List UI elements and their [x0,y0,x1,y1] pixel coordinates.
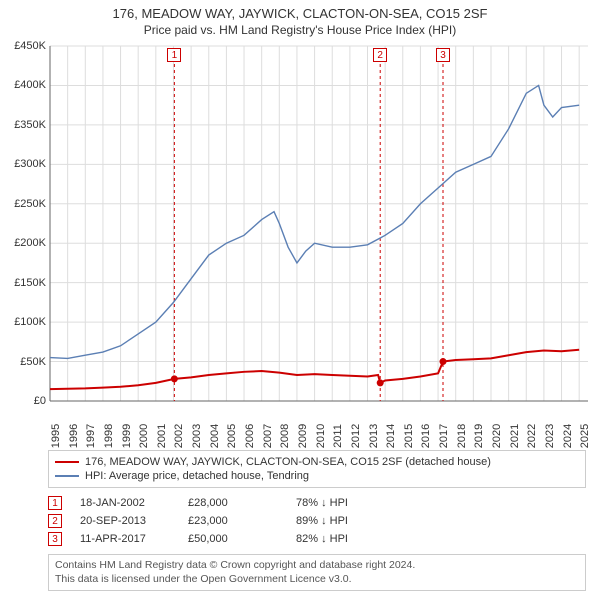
chart-svg [0,41,600,446]
x-axis-tick: 2020 [491,424,503,448]
x-axis-tick: 2013 [368,424,380,448]
y-axis-tick: £400K [14,79,46,91]
event-marker-box: 1 [167,48,181,62]
footer-line: Contains HM Land Registry data © Crown c… [55,559,579,573]
y-axis-tick: £100K [14,316,46,328]
x-axis-tick: 2016 [420,424,432,448]
event-marker: 1 [48,496,62,510]
x-axis-tick: 1997 [85,424,97,448]
x-axis-tick: 2010 [315,424,327,448]
chart-container: 176, MEADOW WAY, JAYWICK, CLACTON-ON-SEA… [0,0,600,590]
x-axis-tick: 2018 [456,424,468,448]
event-marker: 3 [48,532,62,546]
event-marker-box: 3 [436,48,450,62]
event-delta: 78% ↓ HPI [296,497,386,509]
x-axis-tick: 2022 [526,424,538,448]
legend-row: 176, MEADOW WAY, JAYWICK, CLACTON-ON-SEA… [55,455,579,469]
event-table: 1 18-JAN-2002 £28,000 78% ↓ HPI 2 20-SEP-2013… [48,494,586,548]
legend-swatch [55,461,79,463]
x-axis-tick: 2012 [350,424,362,448]
x-axis-tick: 2001 [156,424,168,448]
event-row: 3 11-APR-2017 £50,000 82% ↓ HPI [48,530,586,548]
event-marker: 2 [48,514,62,528]
event-delta: 82% ↓ HPI [296,533,386,545]
x-axis-tick: 2011 [332,424,344,448]
legend-row: HPI: Average price, detached house, Tend… [55,469,579,483]
event-date: 18-JAN-2002 [80,497,170,509]
x-axis-tick: 2009 [297,424,309,448]
y-axis-tick: £200K [14,237,46,249]
x-axis-tick: 2025 [579,424,591,448]
legend-swatch [55,475,79,477]
event-date: 20-SEP-2013 [80,515,170,527]
x-axis-tick: 2005 [226,424,238,448]
x-axis-tick: 2021 [509,424,521,448]
event-delta: 89% ↓ HPI [296,515,386,527]
y-axis-tick: £150K [14,277,46,289]
x-axis-tick: 2017 [438,424,450,448]
x-axis-tick: 2000 [138,424,150,448]
x-axis-tick: 2014 [385,424,397,448]
event-row: 1 18-JAN-2002 £28,000 78% ↓ HPI [48,494,586,512]
x-axis-tick: 2007 [262,424,274,448]
event-marker-box: 2 [373,48,387,62]
footer-attribution: Contains HM Land Registry data © Crown c… [48,554,586,591]
legend: 176, MEADOW WAY, JAYWICK, CLACTON-ON-SEA… [48,450,586,488]
y-axis-tick: £250K [14,198,46,210]
legend-label: HPI: Average price, detached house, Tend… [85,470,309,482]
x-axis-tick: 2003 [191,424,203,448]
x-axis-tick: 2004 [209,424,221,448]
event-price: £50,000 [188,533,278,545]
footer-line: This data is licensed under the Open Gov… [55,573,579,587]
event-row: 2 20-SEP-2013 £23,000 89% ↓ HPI [48,512,586,530]
x-axis-tick: 2024 [562,424,574,448]
chart-title: 176, MEADOW WAY, JAYWICK, CLACTON-ON-SEA… [0,0,600,21]
x-axis-tick: 1996 [68,424,80,448]
event-price: £28,000 [188,497,278,509]
legend-label: 176, MEADOW WAY, JAYWICK, CLACTON-ON-SEA… [85,456,491,468]
y-axis-tick: £450K [14,40,46,52]
y-axis-tick: £0 [34,395,46,407]
x-axis-tick: 2015 [403,424,415,448]
y-axis-tick: £350K [14,119,46,131]
event-date: 11-APR-2017 [80,533,170,545]
chart-plot: £0 £50K £100K £150K £200K £250K £300K £350K £400… [0,41,600,446]
x-axis-tick: 2023 [544,424,556,448]
y-axis-tick: £50K [20,356,46,368]
chart-subtitle: Price paid vs. HM Land Registry's House … [0,21,600,41]
x-axis-tick: 1995 [50,424,62,448]
x-axis-tick: 1998 [103,424,115,448]
x-axis-tick: 2002 [173,424,185,448]
x-axis-tick: 1999 [121,424,133,448]
x-axis-tick: 2006 [244,424,256,448]
y-axis-tick: £300K [14,158,46,170]
event-price: £23,000 [188,515,278,527]
x-axis-tick: 2019 [473,424,485,448]
x-axis-tick: 2008 [279,424,291,448]
